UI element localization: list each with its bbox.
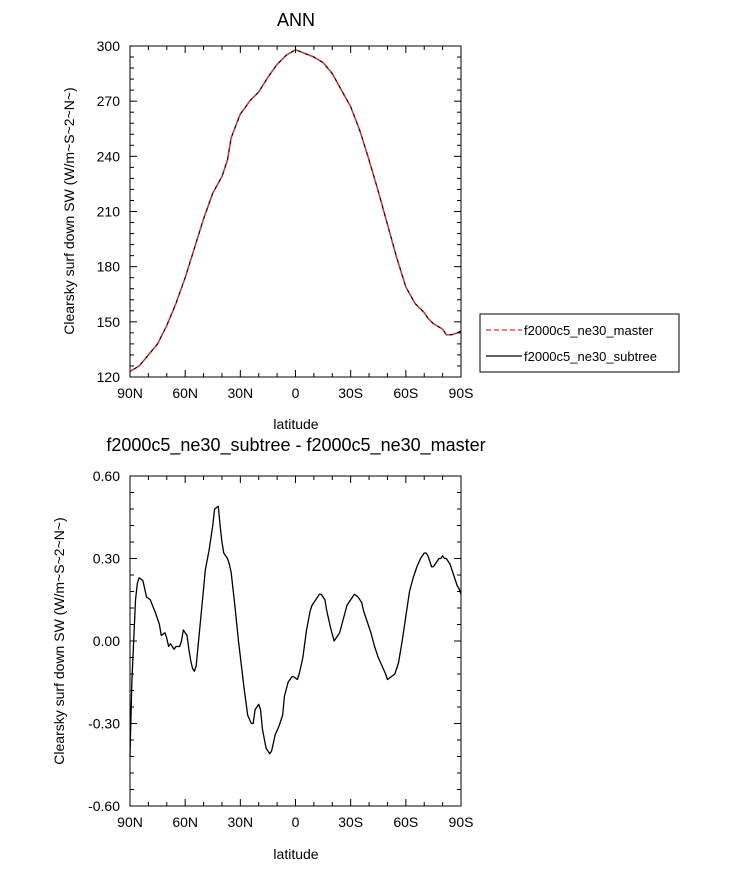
top-y-tick-label: 300	[97, 38, 121, 54]
legend-box	[479, 313, 680, 373]
bottom-y-tick-label: 0.60	[93, 468, 120, 484]
legend-label-master: f2000c5_ne30_master	[524, 323, 654, 338]
legend: f2000c5_ne30_master f2000c5_ne30_subtree	[479, 313, 680, 373]
bottom-y-tick-label: -0.30	[88, 716, 120, 732]
top-x-tick-label: 60N	[172, 385, 198, 401]
top-panel: ANN 90N 60N 30N 0 30S 60S 90S 120 150 180 210 240 2…	[61, 10, 473, 432]
top-x-tick-label: 60S	[393, 385, 418, 401]
top-x-ticks: 90N 60N 30N 0 30S 60S 90S	[117, 46, 473, 401]
top-plot-frame	[129, 45, 462, 378]
top-series-f2000c5-ne30-master	[129, 49, 462, 373]
bottom-x-tick-label: 0	[292, 814, 300, 830]
bottom-plot-lines	[129, 505, 462, 757]
bottom-x-tick-label: 30S	[338, 814, 363, 830]
bottom-y-tick-label: -0.60	[88, 798, 120, 814]
bottom-x-tick-label: 90S	[449, 814, 474, 830]
bottom-x-ticks: 90N 60N 30N 0 30S 60S 90S	[117, 476, 473, 830]
top-x-tick-label: 30S	[338, 385, 363, 401]
top-x-tick-label: 90N	[117, 385, 143, 401]
bottom-panel: f2000c5_ne30_subtree - f2000c5_ne30_mast…	[51, 435, 486, 862]
top-y-axis-label: Clearsky surf down SW (W/m~S~2~N~)	[61, 87, 77, 334]
top-y-tick-label: 120	[97, 369, 121, 385]
legend-label-subtree: f2000c5_ne30_subtree	[524, 349, 657, 364]
top-x-axis-label: latitude	[273, 416, 318, 432]
top-y-ticks: 120 150 180 210 240 270 300	[97, 38, 461, 385]
bottom-x-tick-label: 30N	[227, 814, 253, 830]
top-y-tick-label: 180	[97, 259, 121, 275]
bottom-series-f2000c5-ne30-subtree	[129, 505, 462, 757]
bottom-plot-frame	[129, 475, 462, 807]
top-x-tick-label: 90S	[449, 385, 474, 401]
top-y-tick-label: 240	[97, 148, 121, 164]
bottom-x-tick-label: 60N	[172, 814, 198, 830]
bottom-y-axis-label: Clearsky surf down SW (W/m~S~2~N~)	[51, 517, 67, 764]
bottom-y-ticks: -0.60 -0.30 0.00 0.30 0.60	[88, 468, 461, 814]
top-plot-lines	[129, 49, 462, 373]
top-x-tick-label: 30N	[227, 385, 253, 401]
bottom-x-axis-label: latitude	[273, 846, 318, 862]
bottom-x-tick-label: 90N	[117, 814, 143, 830]
bottom-x-tick-label: 60S	[393, 814, 418, 830]
top-y-tick-label: 270	[97, 93, 121, 109]
top-y-tick-label: 210	[97, 204, 121, 220]
top-x-tick-label: 0	[292, 385, 300, 401]
bottom-y-tick-label: 0.30	[93, 551, 120, 567]
top-y-tick-label: 150	[97, 314, 121, 330]
top-series-f2000c5-ne30-subtree	[129, 49, 462, 373]
bottom-chart-title: f2000c5_ne30_subtree - f2000c5_ne30_mast…	[106, 435, 485, 456]
top-chart-title: ANN	[277, 10, 315, 30]
bottom-y-tick-label: 0.00	[93, 633, 120, 649]
